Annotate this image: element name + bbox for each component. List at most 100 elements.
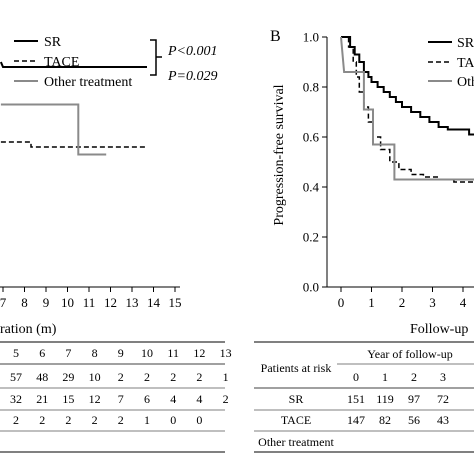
table-b-row-label: SR bbox=[289, 392, 304, 406]
panel-a-x-tick-label: 15 bbox=[169, 295, 182, 310]
table-a-cell: 2 bbox=[92, 413, 98, 427]
table-b-cell: 147 bbox=[347, 413, 365, 427]
table-a-cell: 29 bbox=[62, 370, 74, 384]
panel-b-x-tick-label: 3 bbox=[429, 295, 436, 310]
panel-a-x-ticks bbox=[2, 287, 176, 292]
panel-a-x-tick-labels: 7 8 9 10 11 12 13 14 15 bbox=[0, 295, 182, 310]
panel-b-legend-sr-label: SR bbox=[457, 36, 474, 51]
panel-b-y-ticks bbox=[322, 36, 327, 288]
panel-b-y-axis-label: Progression-free survival bbox=[272, 84, 287, 225]
table-b-group-header: Year of follow-up bbox=[367, 347, 452, 361]
table-b-row-label: TACE bbox=[281, 413, 311, 427]
table-a-year-header: 8 bbox=[92, 346, 98, 360]
panel-b-legend: SR TACE Othe bbox=[428, 36, 474, 90]
table-b-year-header: 0 bbox=[353, 370, 359, 384]
table-a-cell: 2 bbox=[39, 413, 45, 427]
panel-b-x-tick-label: 0 bbox=[338, 295, 345, 310]
panel-b-legend-tace-label: TACE bbox=[457, 56, 474, 71]
panel-b-letter: B bbox=[270, 28, 281, 45]
table-a-cell: 1 bbox=[223, 370, 229, 384]
panel-b-x-axis-label: Follow-up bbox=[410, 322, 468, 337]
panel-a-legend: SR TACE Other treatment bbox=[14, 35, 132, 90]
table-a-cell: 21 bbox=[36, 392, 48, 406]
panel-a-x-tick-label: 14 bbox=[147, 295, 161, 310]
panel-a-chart: 7 8 9 10 11 12 13 14 15 ration (m) SR TACE Other… bbox=[0, 35, 218, 337]
table-b-cell: 82 bbox=[379, 413, 391, 427]
table-a-year-header: 6 bbox=[39, 346, 45, 360]
panel-a-x-tick-label: 8 bbox=[21, 295, 28, 310]
table-a-cell: 2 bbox=[13, 413, 19, 427]
table-a-cell: 2 bbox=[118, 370, 124, 384]
table-b-cell: 56 bbox=[408, 413, 420, 427]
panel-b-x-tick-label: 1 bbox=[368, 295, 375, 310]
table-a-cell: 57 bbox=[10, 370, 22, 384]
panel-b-y-tick-label: 1.0 bbox=[303, 30, 319, 45]
panel-a-series bbox=[0, 61, 147, 156]
pvalue-1: P<0.001 bbox=[167, 44, 218, 59]
panel-b-series bbox=[340, 36, 474, 183]
table-a-cell: 32 bbox=[10, 392, 22, 406]
table-b-cell: 72 bbox=[437, 392, 449, 406]
table-a-cell: 0 bbox=[196, 413, 202, 427]
table-b-year-header: 3 bbox=[440, 370, 446, 384]
panel-b-x-ticks bbox=[340, 287, 464, 292]
panel-a-x-tick-label: 9 bbox=[43, 295, 50, 310]
table-a-year-header: 5 bbox=[13, 346, 19, 360]
table-a-cell: 15 bbox=[62, 392, 74, 406]
panel-a-x-tick-label: 12 bbox=[104, 295, 117, 310]
panel-b-y-tick-label: 0.2 bbox=[303, 230, 319, 245]
panel-a-series-sr bbox=[0, 61, 147, 68]
risk-table-b: Patients at risk Year of follow-up 0 1 2 3 S… bbox=[254, 341, 474, 453]
panel-a-x-axis-label: ration (m) bbox=[0, 322, 57, 337]
table-b-row-header: Patients at risk bbox=[261, 361, 332, 375]
table-a-cell: 2 bbox=[118, 413, 124, 427]
panel-b-legend-other-label: Othe bbox=[457, 75, 474, 90]
table-a-cell: 2 bbox=[170, 370, 176, 384]
table-b-year-header: 1 bbox=[382, 370, 388, 384]
table-a-year-header: 12 bbox=[193, 346, 205, 360]
panel-a-series-other-treatment bbox=[0, 103, 107, 156]
panel-b-x-tick-label: 2 bbox=[399, 295, 406, 310]
table-b-cell: 97 bbox=[408, 392, 420, 406]
table-a-cell: 10 bbox=[89, 370, 101, 384]
legend-other-label: Other treatment bbox=[44, 75, 132, 90]
legend-sr-label: SR bbox=[44, 35, 62, 50]
table-a-cell: 4 bbox=[170, 392, 176, 406]
panel-b-series-other-treatment bbox=[340, 36, 474, 181]
panel-b-x-tick-labels: 0123456 bbox=[338, 295, 467, 310]
panel-b-series-sr bbox=[341, 36, 474, 136]
table-a-year-header: 9 bbox=[118, 346, 124, 360]
table-a-cell: 0 bbox=[170, 413, 176, 427]
panel-b-chart: B Progression-free survival 0.0 0.2 0.4 0.6… bbox=[270, 28, 474, 337]
table-b-cell: 119 bbox=[376, 392, 394, 406]
table-a-cell: 12 bbox=[89, 392, 101, 406]
table-a-year-header: 11 bbox=[167, 346, 179, 360]
table-b-year-header: 2 bbox=[411, 370, 417, 384]
panel-a-x-tick-label: 7 bbox=[0, 295, 7, 310]
panel-b-y-tick-labels: 0.0 0.2 0.4 0.6 0.8 1.0 bbox=[303, 30, 320, 295]
table-a-cell: 48 bbox=[36, 370, 48, 384]
table-b-cell: 43 bbox=[437, 413, 449, 427]
table-b-cell: 151 bbox=[347, 392, 365, 406]
panel-b-y-tick-label: 0.6 bbox=[303, 130, 320, 145]
legend-tace-label: TACE bbox=[44, 55, 79, 70]
table-a-cell: 1 bbox=[144, 413, 150, 427]
table-b-cells: 0 1 2 3 SR 151 119 97 72 TACE 147 82 56 43 Other treat… bbox=[258, 370, 449, 449]
panel-b-x-tick-label: 4 bbox=[460, 295, 467, 310]
panel-a-x-tick-label: 13 bbox=[126, 295, 139, 310]
table-a-year-header: 7 bbox=[65, 346, 71, 360]
panel-a-x-tick-label: 11 bbox=[83, 295, 96, 310]
table-b-row-label: Other treatment bbox=[258, 435, 334, 449]
table-a-year-header: 10 bbox=[141, 346, 153, 360]
panel-a-x-tick-label: 10 bbox=[61, 295, 74, 310]
panel-b-y-tick-label: 0.0 bbox=[303, 280, 319, 295]
pvalue-2: P=0.029 bbox=[167, 69, 218, 84]
table-a-cell: 2 bbox=[223, 392, 229, 406]
pvalue-bracket bbox=[150, 39, 162, 76]
panel-a-series-tace bbox=[0, 141, 147, 148]
table-a-cell: 2 bbox=[196, 370, 202, 384]
table-a-year-header: 13 bbox=[220, 346, 232, 360]
